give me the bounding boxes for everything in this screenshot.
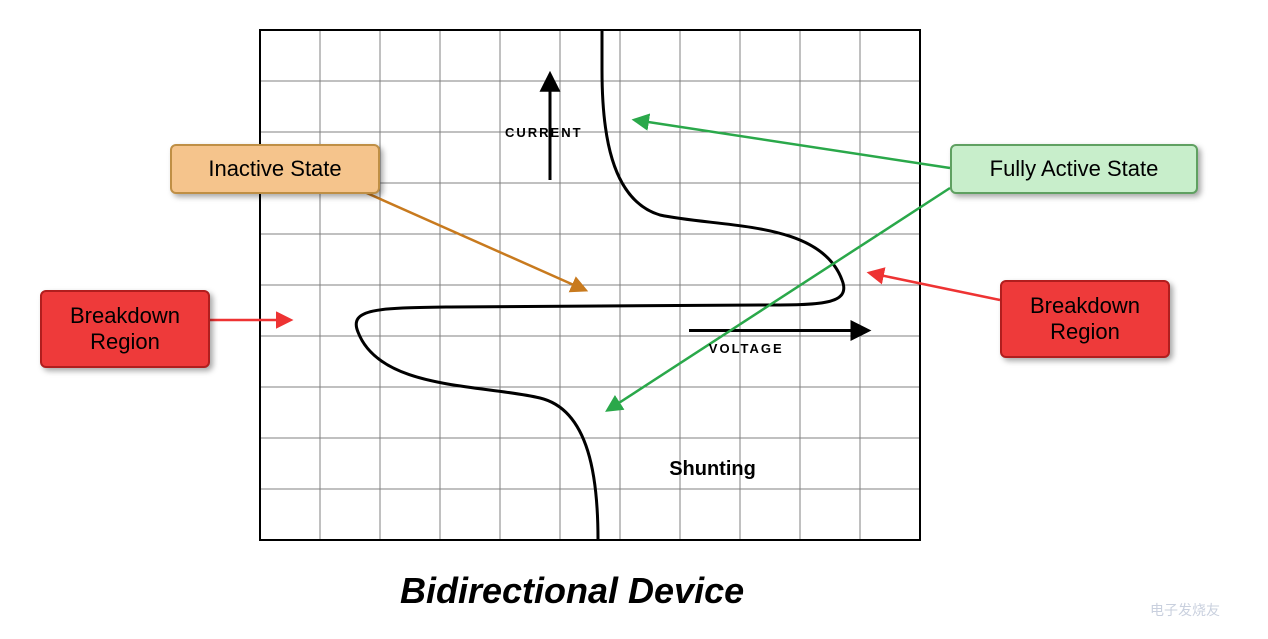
chart-axes [550,75,867,331]
fully-active-state-callout: Fully Active State [950,144,1198,194]
diagram-caption: Bidirectional Device [400,570,744,612]
fully-active-state-text: Fully Active State [990,156,1159,182]
shunting-label: Shunting [669,458,756,481]
voltage-axis-label: VOLTAGE [709,341,784,356]
inactive-state-text: Inactive State [208,156,341,182]
current-axis-label: CURRENT [505,125,583,140]
watermark-text: 电子发烧友 [1150,600,1220,620]
breakdown-region-right-text: Breakdown Region [1016,293,1154,346]
breakdown-region-left-text: Breakdown Region [56,303,194,356]
inactive-state-callout: Inactive State [170,144,380,194]
breakdown-region-right-callout: Breakdown Region [1000,280,1170,358]
breakdown-region-left-callout: Breakdown Region [40,290,210,368]
